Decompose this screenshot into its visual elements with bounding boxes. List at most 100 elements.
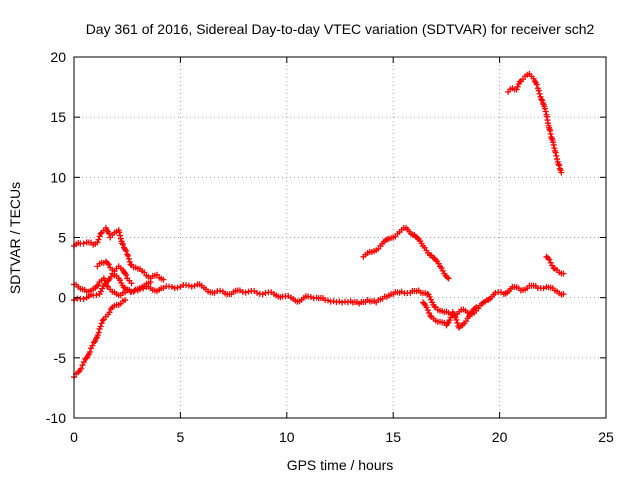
data-point [424,307,431,314]
data-point [117,232,124,239]
data-point [95,329,102,336]
data-point [95,236,102,243]
data-point [427,312,434,319]
data-point [445,275,452,282]
data-point [160,276,167,283]
data-point [98,320,105,327]
data-point [454,319,461,326]
data-points [71,70,567,381]
data-point [104,259,111,266]
data-point [516,78,523,85]
data-point [546,256,553,263]
data-point [122,297,129,304]
x-tick-label: 25 [598,429,614,445]
data-point [542,108,549,115]
data-point [431,255,438,262]
data-point [336,298,343,305]
y-tick-label: 15 [50,109,66,125]
data-point [552,149,559,156]
data-point [426,293,433,300]
data-point [93,292,100,299]
data-point [97,230,104,237]
data-point [96,233,103,240]
data-point [123,271,130,278]
data-point [99,317,106,324]
chart-title: Day 361 of 2016, Sidereal Day-to-day VTE… [86,21,595,37]
data-point [168,283,175,290]
data-point [185,282,192,289]
data-point [97,323,104,330]
data-point [427,296,434,303]
data-point [141,269,148,276]
data-point [259,291,266,298]
x-axis-label: GPS time / hours [287,457,394,473]
data-point [125,252,132,259]
data-point [556,162,563,169]
data-point [119,241,126,248]
data-point [188,283,195,290]
data-point [558,169,565,176]
data-point [80,359,87,366]
data-point [473,304,480,311]
data-point [242,289,249,296]
data-point [541,105,548,112]
data-point [554,156,561,163]
data-point [174,284,181,291]
data-point [553,152,560,159]
data-point [339,299,346,306]
data-point [555,161,562,168]
axis-ticks: 0 5 10 15 20 25 -10 -5 0 5 10 15 20 [46,49,614,445]
y-tick-label: 20 [50,49,66,65]
data-point [254,289,261,296]
data-point [426,310,433,317]
data-point [217,287,224,294]
y-tick-label: -5 [54,350,67,366]
data-point [128,288,135,295]
x-tick-label: 15 [385,429,401,445]
data-point [125,255,132,262]
data-point [80,240,87,247]
data-point [514,83,521,90]
data-point [89,342,96,349]
data-point [245,288,252,295]
data-point [95,282,102,289]
data-point [106,230,113,237]
data-point [533,81,540,88]
data-point [539,97,546,104]
data-point [324,297,331,304]
data-point [147,279,154,286]
x-tick-label: 5 [177,429,185,445]
data-point [453,316,460,323]
x-tick-label: 20 [492,429,508,445]
data-point [307,294,314,301]
data-point [94,239,101,246]
data-point [330,298,337,305]
data-point [560,291,567,298]
y-tick-label: 0 [58,290,66,306]
data-point [105,261,112,268]
data-point [128,280,135,287]
data-point [536,90,543,97]
y-tick-label: 10 [50,169,66,185]
y-axis-label: SDTVAR / TECUs [7,182,23,294]
y-tick-label: -10 [46,410,66,426]
data-point [116,229,123,236]
y-tick-label: 5 [58,230,66,246]
data-point [78,365,85,372]
data-point [513,86,520,93]
data-point [462,318,469,325]
data-point [80,296,87,303]
data-point [86,349,93,356]
data-point [492,289,499,296]
data-point [538,96,545,103]
data-point [127,261,134,268]
data-point [108,273,115,280]
data-point [106,309,113,316]
data-point [97,288,104,295]
data-point [560,270,567,277]
data-point [116,277,123,284]
data-point [423,304,430,311]
data-point [123,247,130,254]
x-tick-label: 10 [279,429,295,445]
